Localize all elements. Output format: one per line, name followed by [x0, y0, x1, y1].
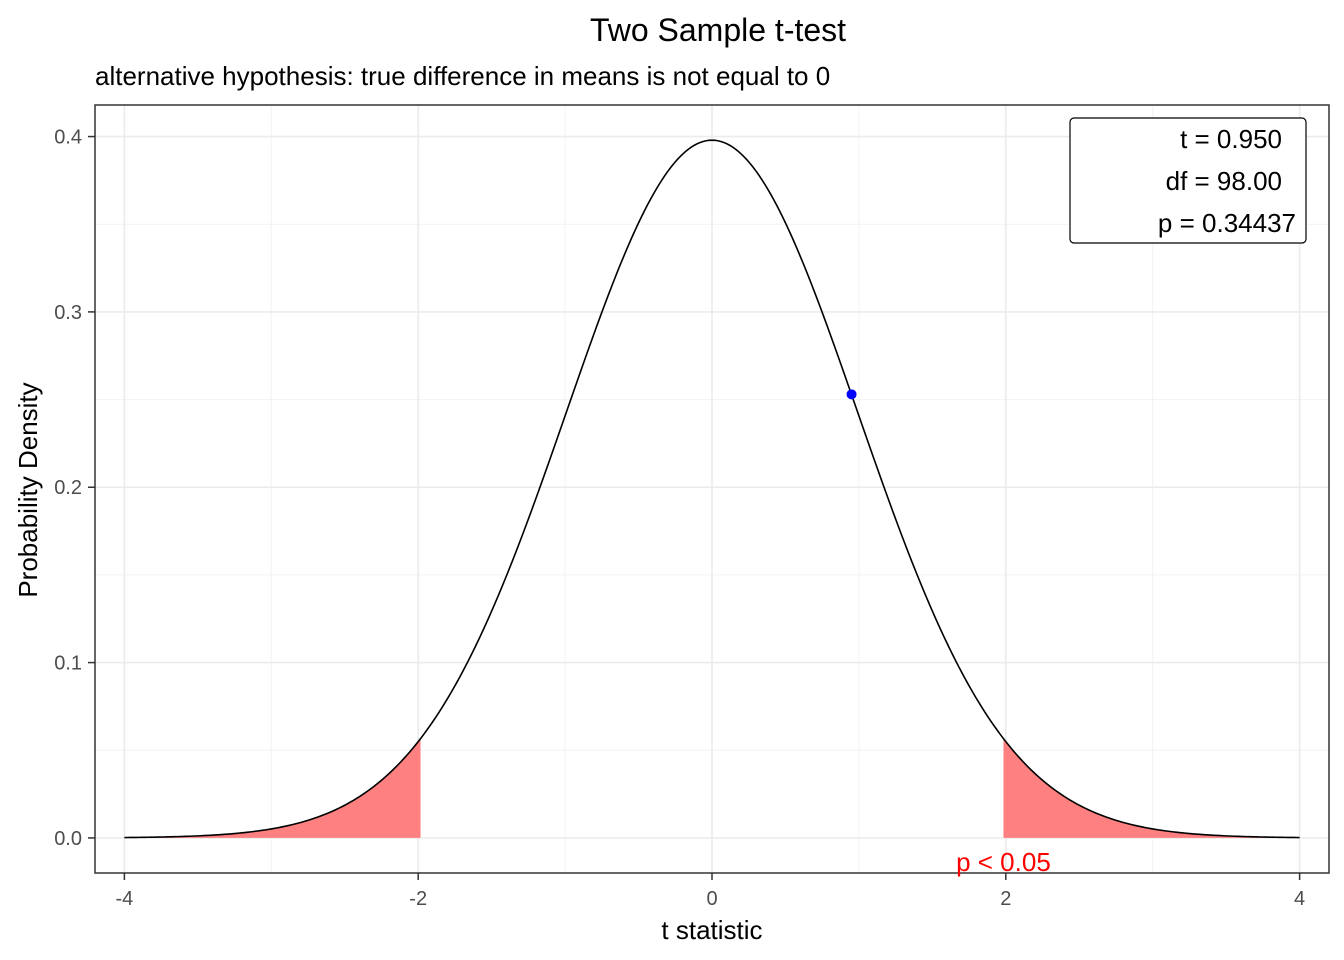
x-tick-label: 2	[1000, 888, 1011, 910]
chart-title: Two Sample t-test	[590, 12, 846, 48]
x-axis-label: t statistic	[661, 915, 762, 945]
y-tick-label: 0.4	[54, 127, 82, 149]
stat-box: t = 0.950 df = 98.00 p = 0.34437	[1069, 117, 1307, 244]
stat-box-frame	[1069, 117, 1307, 244]
rejection-region-lower	[124, 738, 421, 838]
chart-subtitle: alternative hypothesis: true difference …	[95, 61, 830, 91]
x-axis-ticks: -4 -2 0 2 4	[115, 873, 1305, 910]
observed-t-point	[846, 389, 857, 400]
y-tick-label: 0.3	[54, 302, 82, 324]
rejection-region-upper	[1003, 738, 1300, 838]
stat-df-value: df = 98.00	[1166, 166, 1282, 196]
y-axis-label: Probability Density	[13, 382, 43, 597]
y-tick-label: 0.0	[54, 828, 82, 850]
y-tick-label: 0.2	[54, 477, 82, 499]
x-tick-label: -4	[115, 888, 133, 910]
stat-p-value: p = 0.34437	[1158, 208, 1296, 238]
stat-t-value: t = 0.950	[1180, 124, 1282, 154]
x-tick-label: 0	[706, 888, 717, 910]
rejection-regions	[124, 738, 1300, 838]
density-curve	[124, 139, 1300, 839]
x-tick-label: -2	[409, 888, 427, 910]
significance-annotation: p < 0.05	[956, 847, 1051, 877]
y-tick-label: 0.1	[54, 653, 82, 675]
y-axis-ticks: 0.0 0.1 0.2 0.3 0.4	[54, 127, 95, 850]
x-tick-label: 4	[1294, 888, 1305, 910]
